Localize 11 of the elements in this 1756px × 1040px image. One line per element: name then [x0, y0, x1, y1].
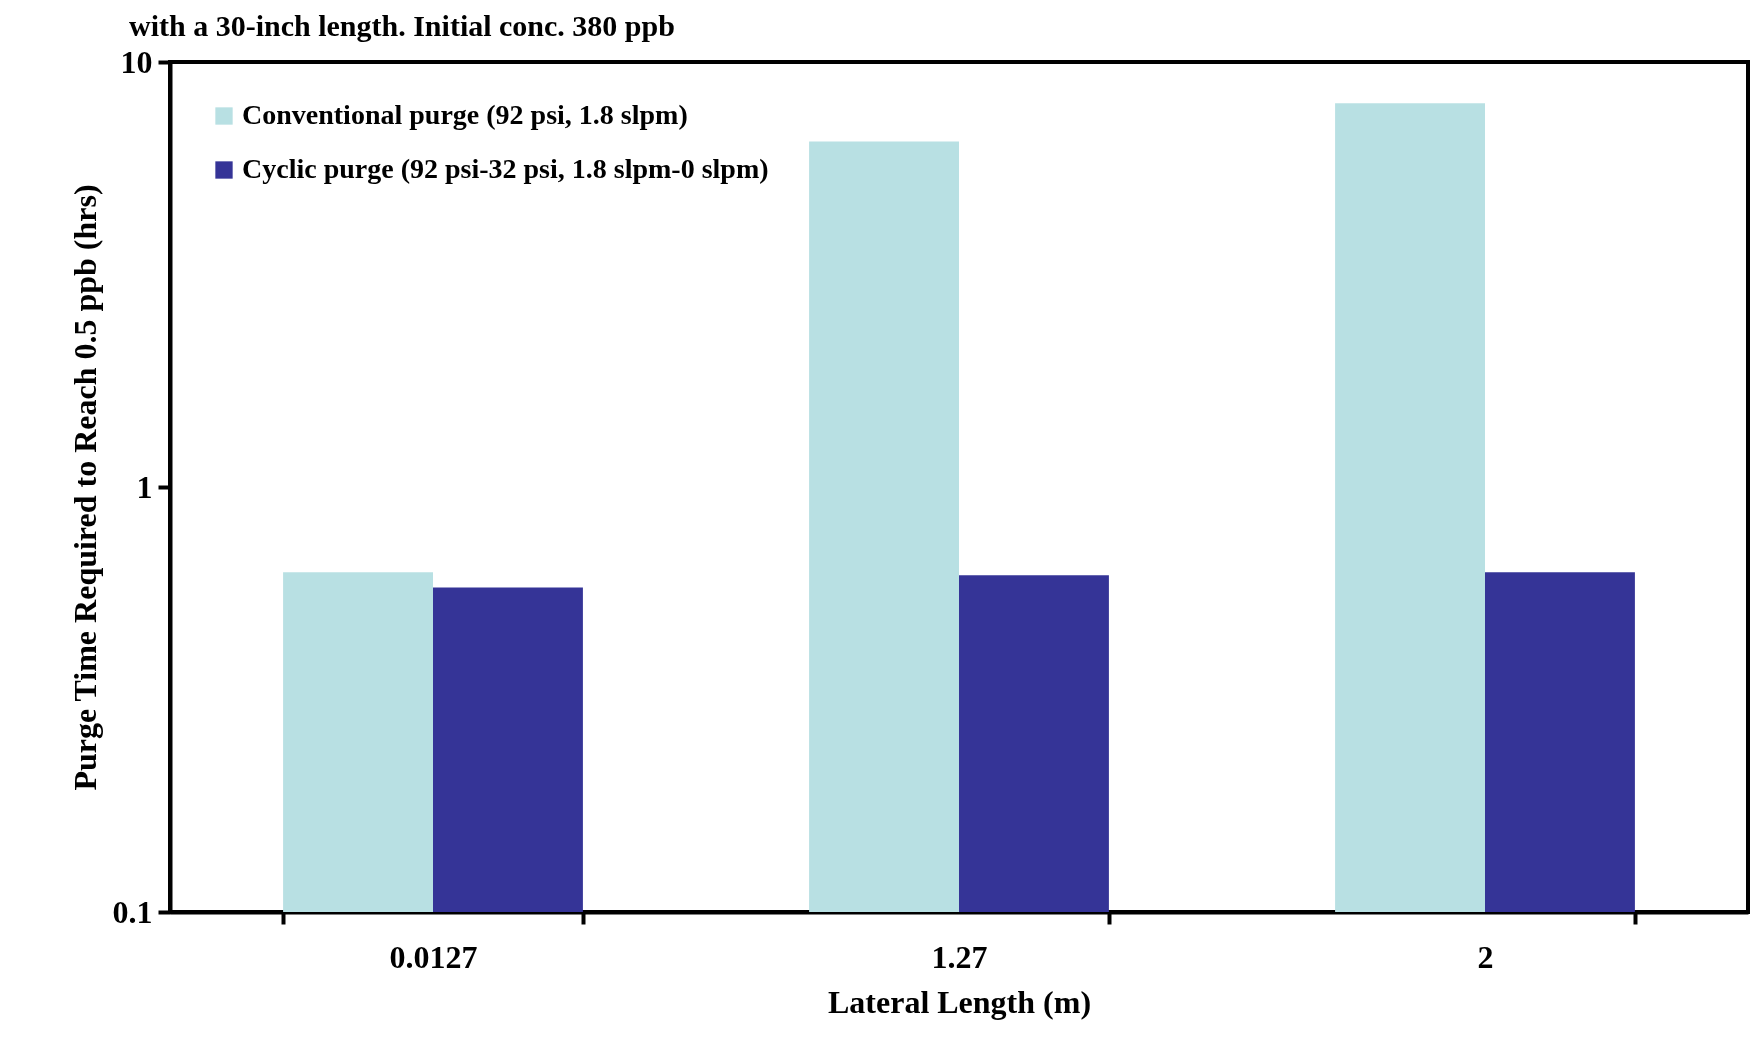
x-tick-label: 2: [1477, 938, 1494, 975]
x-axis-title: Lateral Length (m): [827, 983, 1092, 1020]
chart-title: with a 30-inch length. Initial conc. 380 ppb: [129, 9, 675, 42]
y-tick-label: 0.1: [112, 893, 153, 930]
legend-label: Conventional purge (92 psi, 1.8 slpm): [242, 99, 688, 130]
y-tick-label: 1: [136, 468, 153, 505]
x-tick-label: 0.0127: [389, 938, 478, 975]
x-tick-label: 1.27: [931, 938, 988, 975]
legend-label: Cyclic purge (92 psi-32 psi, 1.8 slpm-0 slpm): [242, 153, 769, 184]
y-tick-label: 10: [120, 43, 153, 80]
y-axis-title: Purge Time Required to Reach 0.5 ppb (hrs): [66, 184, 103, 791]
